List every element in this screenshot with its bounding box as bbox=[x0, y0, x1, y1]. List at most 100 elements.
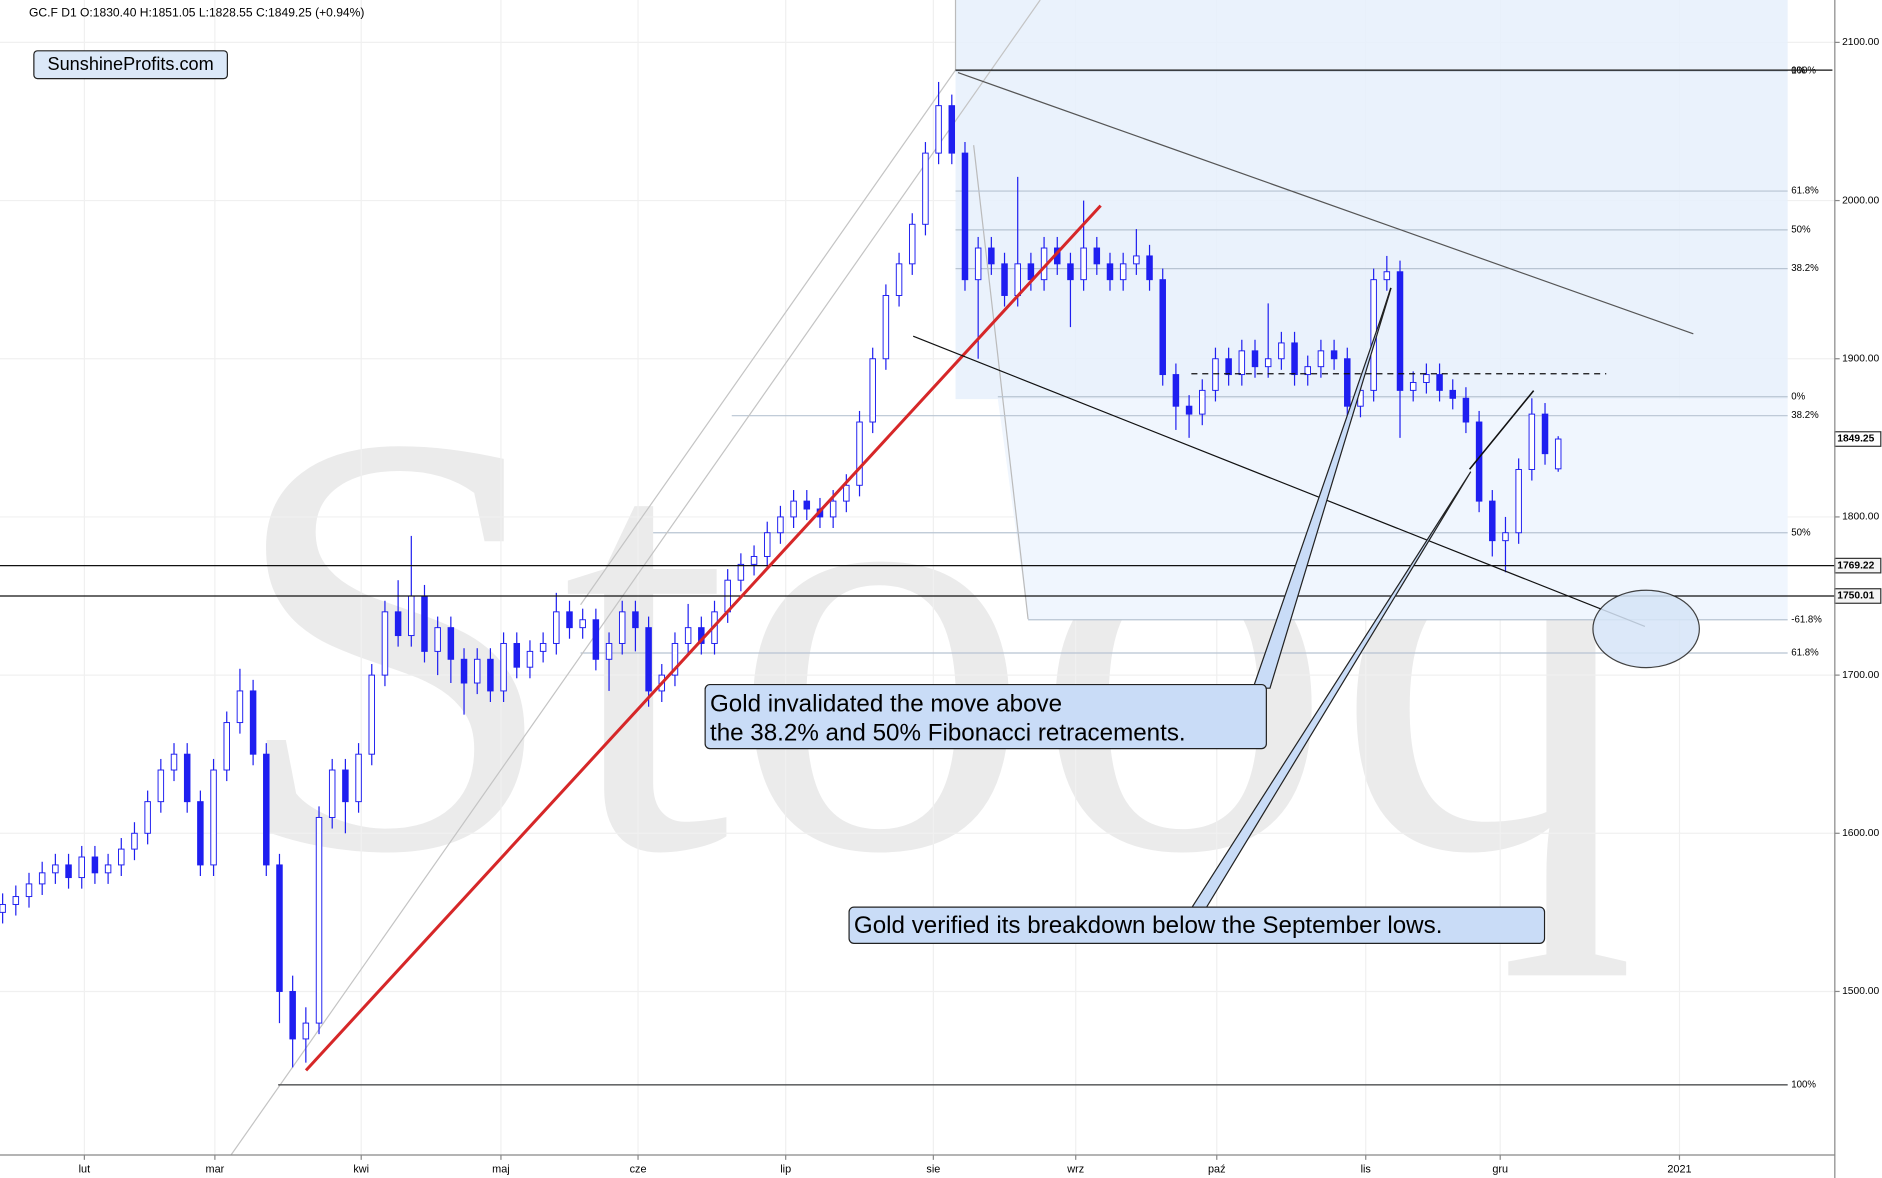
fib-label: 61.8% bbox=[1791, 648, 1819, 659]
candle-body bbox=[12, 896, 20, 905]
fib-label: 50% bbox=[1791, 527, 1811, 538]
fib-label: 61.8% bbox=[1791, 186, 1819, 197]
support-line bbox=[304, 204, 1102, 1072]
candle-body bbox=[460, 658, 468, 684]
candle-body bbox=[1278, 342, 1285, 360]
fib-edge bbox=[973, 145, 1029, 620]
x-tick-label: maj bbox=[492, 1163, 510, 1175]
candle-body bbox=[803, 500, 811, 510]
candle-body bbox=[236, 690, 244, 724]
fib-label: 100% bbox=[1791, 65, 1816, 76]
candle-body bbox=[1133, 255, 1140, 265]
candle-body bbox=[368, 674, 376, 755]
candle-body bbox=[1330, 350, 1338, 360]
candle-body bbox=[1212, 358, 1219, 391]
candle-body bbox=[1423, 374, 1430, 383]
y-tick-label: 1600.00 bbox=[1842, 828, 1879, 839]
y-tick-label: 2100.00 bbox=[1842, 37, 1879, 48]
candle-body bbox=[1489, 500, 1496, 542]
candle-body bbox=[421, 595, 428, 652]
candle-body bbox=[1409, 381, 1417, 391]
fib-label: 0% bbox=[1791, 65, 1805, 76]
candle-body bbox=[684, 627, 692, 644]
candle-body bbox=[843, 484, 850, 502]
candle-body bbox=[118, 848, 125, 866]
candle-body bbox=[223, 722, 230, 771]
axis-labels: 1500.00 1600.00 1700.00 1800.00 1900.00 2000.… bbox=[79, 37, 1880, 1175]
trend-line bbox=[1468, 390, 1535, 470]
candle-body bbox=[315, 816, 323, 1024]
candle-body bbox=[1317, 350, 1325, 368]
callout-text: Gold invalidated the move above bbox=[710, 690, 1062, 717]
x-tick-label: lis bbox=[1361, 1163, 1372, 1175]
candle-body bbox=[302, 1022, 310, 1040]
candle-body bbox=[935, 105, 942, 154]
candle-body bbox=[1106, 263, 1114, 281]
chart-title: GC.F D1 O:1830.40 H:1851.05 L:1828.55 C:… bbox=[29, 5, 364, 19]
candle-body bbox=[1291, 342, 1298, 376]
last-price-label: 1849.25 bbox=[1837, 434, 1874, 445]
candle-body bbox=[908, 223, 916, 265]
candle-body bbox=[1119, 263, 1127, 281]
resistance-line bbox=[957, 71, 1694, 335]
candle-body bbox=[1146, 255, 1153, 281]
candle-body bbox=[1541, 413, 1549, 455]
x-tick-label: paź bbox=[1208, 1163, 1226, 1175]
candle-body bbox=[500, 642, 507, 692]
candle-body bbox=[618, 611, 626, 644]
candle-body bbox=[25, 883, 33, 898]
candle-body bbox=[1067, 263, 1074, 281]
candle-body bbox=[170, 753, 178, 771]
candle-body bbox=[1449, 389, 1456, 399]
candle-body bbox=[737, 563, 745, 581]
fib-levels: 100%0%61.8%50%38.2%0%38.2%50%-61.8%61.8%… bbox=[278, 65, 1822, 1090]
candle-body bbox=[1475, 421, 1483, 502]
fib-label: 38.2% bbox=[1791, 410, 1819, 421]
candle-body bbox=[856, 421, 863, 486]
candle-body bbox=[157, 769, 165, 803]
candle-body bbox=[1515, 468, 1522, 534]
candle-body bbox=[131, 832, 138, 850]
candle-body bbox=[829, 500, 837, 518]
fib-label: 100% bbox=[1791, 1079, 1816, 1090]
candle-body bbox=[52, 864, 59, 874]
x-tick-label: 2021 bbox=[1667, 1163, 1691, 1175]
candle-body bbox=[408, 595, 415, 637]
fib-label: 0% bbox=[1791, 391, 1805, 402]
candle-body bbox=[1462, 397, 1470, 423]
candle-body bbox=[790, 500, 797, 518]
candle-body bbox=[197, 801, 204, 866]
candle-body bbox=[605, 642, 613, 660]
x-tick-label: lip bbox=[780, 1163, 791, 1175]
y-tick-label: 1900.00 bbox=[1842, 353, 1879, 364]
trend-line bbox=[580, 69, 957, 606]
candle-body bbox=[763, 532, 771, 557]
candle-body bbox=[263, 753, 270, 866]
candle-body bbox=[579, 619, 586, 629]
candle-body bbox=[394, 611, 402, 637]
price-tag-label: 1750.01 bbox=[1837, 591, 1874, 602]
candle-body bbox=[381, 611, 389, 676]
trend-line bbox=[912, 335, 1646, 628]
candle-body bbox=[183, 753, 191, 803]
candle-body bbox=[1344, 358, 1351, 407]
trend-line bbox=[230, 0, 1041, 1156]
candle-body bbox=[355, 753, 362, 803]
candle-body bbox=[1251, 350, 1259, 368]
candle-body bbox=[513, 642, 521, 668]
candle-body bbox=[553, 611, 560, 644]
fib-label: 50% bbox=[1791, 224, 1811, 235]
candle-body bbox=[434, 627, 441, 652]
candle-body bbox=[65, 864, 72, 879]
candle-body bbox=[1264, 358, 1272, 368]
x-tick-label: cze bbox=[630, 1163, 647, 1175]
x-tick-label: gru bbox=[1492, 1163, 1508, 1175]
candle-body bbox=[1172, 374, 1180, 407]
candle-body bbox=[342, 769, 349, 803]
candle-body bbox=[988, 247, 995, 265]
price-tag-label: 1769.22 bbox=[1837, 560, 1874, 571]
candle-body bbox=[1554, 438, 1562, 470]
candle-body bbox=[144, 801, 151, 834]
